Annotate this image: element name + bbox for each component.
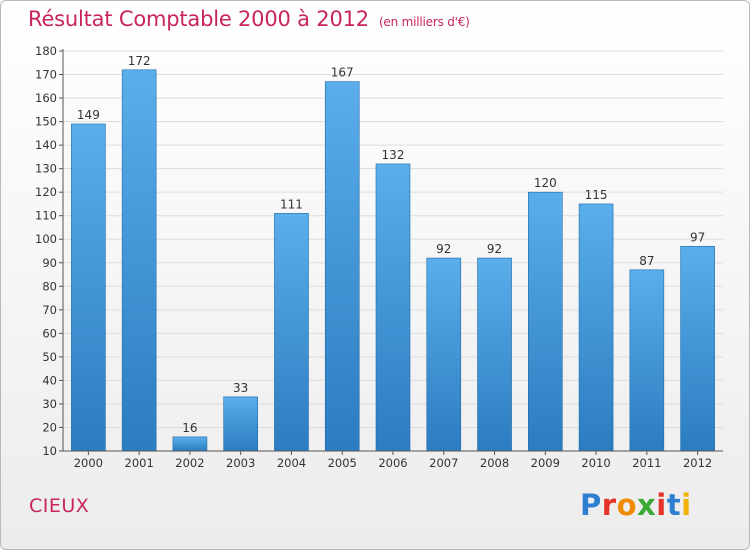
x-tick-label: 2000 xyxy=(74,456,103,470)
bar xyxy=(629,269,665,452)
labels: 10 20 30 40 50 60 70 80 90 100 110 120 130 140 150 160 1… xyxy=(35,44,712,470)
data-label: 92 xyxy=(487,242,502,256)
data-label: 87 xyxy=(639,254,654,268)
data-label: 167 xyxy=(331,66,354,80)
title-text: Résultat Comptable 2000 à 2012 xyxy=(28,7,369,31)
x-tick-label: 2006 xyxy=(378,456,407,470)
bar xyxy=(172,436,208,452)
axes xyxy=(59,49,723,455)
commune-name: CIEUX xyxy=(29,495,90,517)
y-tick-label: 160 xyxy=(35,91,57,105)
data-label: 33 xyxy=(233,381,248,395)
logo-letter: x xyxy=(637,488,657,522)
x-tick-label: 2010 xyxy=(581,456,610,470)
bar xyxy=(121,69,157,452)
bar xyxy=(680,245,715,452)
x-tick-label: 2009 xyxy=(531,456,560,470)
bar xyxy=(477,257,512,452)
y-tick-label: 20 xyxy=(42,420,57,434)
x-tick-label: 2008 xyxy=(480,456,509,470)
y-tick-label: 80 xyxy=(42,279,57,293)
data-label: 16 xyxy=(182,421,197,435)
data-label: 97 xyxy=(690,230,705,244)
data-label: 111 xyxy=(280,197,303,211)
logo-letter: o xyxy=(616,488,638,522)
y-tick-label: 120 xyxy=(35,185,57,199)
data-label: 132 xyxy=(382,148,405,162)
logo-letter: r xyxy=(601,488,617,522)
bar xyxy=(223,396,258,452)
x-tick-label: 2011 xyxy=(632,456,661,470)
y-tick-label: 130 xyxy=(35,162,57,176)
bar xyxy=(528,191,563,452)
x-tick-label: 2007 xyxy=(429,456,458,470)
bar xyxy=(274,213,309,452)
x-tick-label: 2001 xyxy=(125,456,154,470)
y-tick-label: 100 xyxy=(35,232,57,246)
y-tick-label: 50 xyxy=(42,350,57,364)
data-label: 120 xyxy=(534,176,557,190)
data-label: 172 xyxy=(128,54,151,68)
y-tick-label: 140 xyxy=(35,138,57,152)
logo-letter: t xyxy=(666,488,682,522)
y-tick-label: 90 xyxy=(42,256,57,270)
bar xyxy=(426,257,462,452)
bar xyxy=(71,123,106,452)
logo-letter: i xyxy=(681,488,692,522)
y-tick-label: 70 xyxy=(42,303,57,317)
data-label: 149 xyxy=(77,108,100,122)
bars xyxy=(71,69,715,452)
x-tick-label: 2012 xyxy=(683,456,712,470)
data-label: 92 xyxy=(436,242,451,256)
y-tick-label: 170 xyxy=(35,68,57,82)
x-tick-label: 2005 xyxy=(328,456,357,470)
y-tick-label: 150 xyxy=(35,115,57,129)
x-tick-label: 2002 xyxy=(175,456,204,470)
y-tick-label: 180 xyxy=(35,44,57,58)
logo-letter: i xyxy=(656,488,667,522)
bar xyxy=(578,203,614,452)
y-tick-label: 60 xyxy=(42,326,57,340)
proxiti-logo: Proxiti xyxy=(580,488,692,522)
x-tick-label: 2003 xyxy=(226,456,255,470)
y-tick-label: 110 xyxy=(35,209,57,223)
chart-title: Résultat Comptable 2000 à 2012 (en millie… xyxy=(28,7,470,31)
x-tick-label: 2004 xyxy=(277,456,306,470)
data-label: 115 xyxy=(585,188,608,202)
y-tick-label: 40 xyxy=(42,373,57,387)
y-tick-label: 10 xyxy=(42,444,57,458)
bar xyxy=(324,81,360,452)
chart-subtitle: (en milliers d'€) xyxy=(378,15,470,29)
y-tick-label: 30 xyxy=(42,397,57,411)
logo-letter: P xyxy=(580,488,602,522)
bar xyxy=(375,163,411,452)
